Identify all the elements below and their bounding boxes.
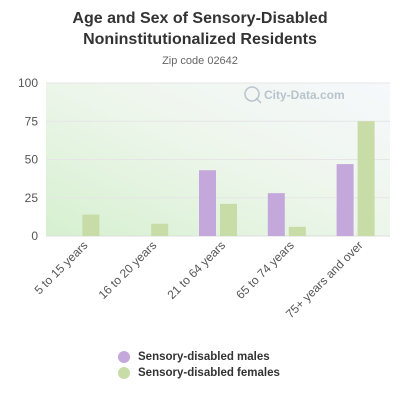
- legend-label-females: Sensory-disabled females: [138, 367, 280, 379]
- bar-males[interactable]: [336, 164, 354, 236]
- legend: Sensory-disabled males Sensory-disabled …: [118, 349, 280, 381]
- legend-swatch-males: [118, 351, 130, 363]
- bar-males[interactable]: [267, 193, 285, 236]
- x-tick-label: 75+ years and over: [283, 238, 366, 321]
- y-tick-label: 100: [18, 76, 38, 90]
- legend-item-males: Sensory-disabled males: [118, 349, 280, 365]
- gridlines: [46, 82, 390, 237]
- y-axis-ticks: 0 25 50 75 100: [18, 76, 38, 243]
- bar-males[interactable]: [199, 170, 216, 236]
- bar-females[interactable]: [288, 226, 306, 236]
- bars: [82, 121, 375, 236]
- chart-title-line1: Age and Sex of Sensory-Disabled: [72, 10, 328, 27]
- chart-subtitle: Zip code 02642: [162, 55, 238, 67]
- x-tick-label: 65 to 74 years: [233, 238, 297, 302]
- y-tick-label: 50: [25, 153, 39, 167]
- legend-swatch-females: [118, 367, 130, 379]
- legend-label-males: Sensory-disabled males: [138, 351, 270, 363]
- bar-females[interactable]: [357, 121, 375, 236]
- y-tick-label: 75: [25, 114, 39, 128]
- watermark: City-Data.com: [244, 86, 345, 104]
- y-tick-label: 0: [31, 229, 38, 243]
- bar-females[interactable]: [151, 223, 169, 236]
- bar-females[interactable]: [82, 214, 100, 236]
- x-tick-label: 21 to 64 years: [164, 238, 228, 302]
- watermark-text: City-Data.com: [264, 88, 345, 102]
- x-axis-ticks: 5 to 15 years 16 to 20 years 21 to 64 year…: [32, 238, 366, 321]
- watermark-icon: [244, 86, 260, 102]
- legend-item-females: Sensory-disabled females: [118, 365, 280, 381]
- x-tick-label: 16 to 20 years: [96, 238, 160, 302]
- bar-females[interactable]: [220, 203, 237, 236]
- chart-title-line2: Noninstitutionalized Residents: [83, 31, 317, 48]
- y-tick-label: 25: [25, 191, 39, 205]
- x-tick-label: 5 to 15 years: [32, 238, 91, 297]
- chart-title: Age and Sex of Sensory-Disabled Noninsti…: [0, 8, 400, 50]
